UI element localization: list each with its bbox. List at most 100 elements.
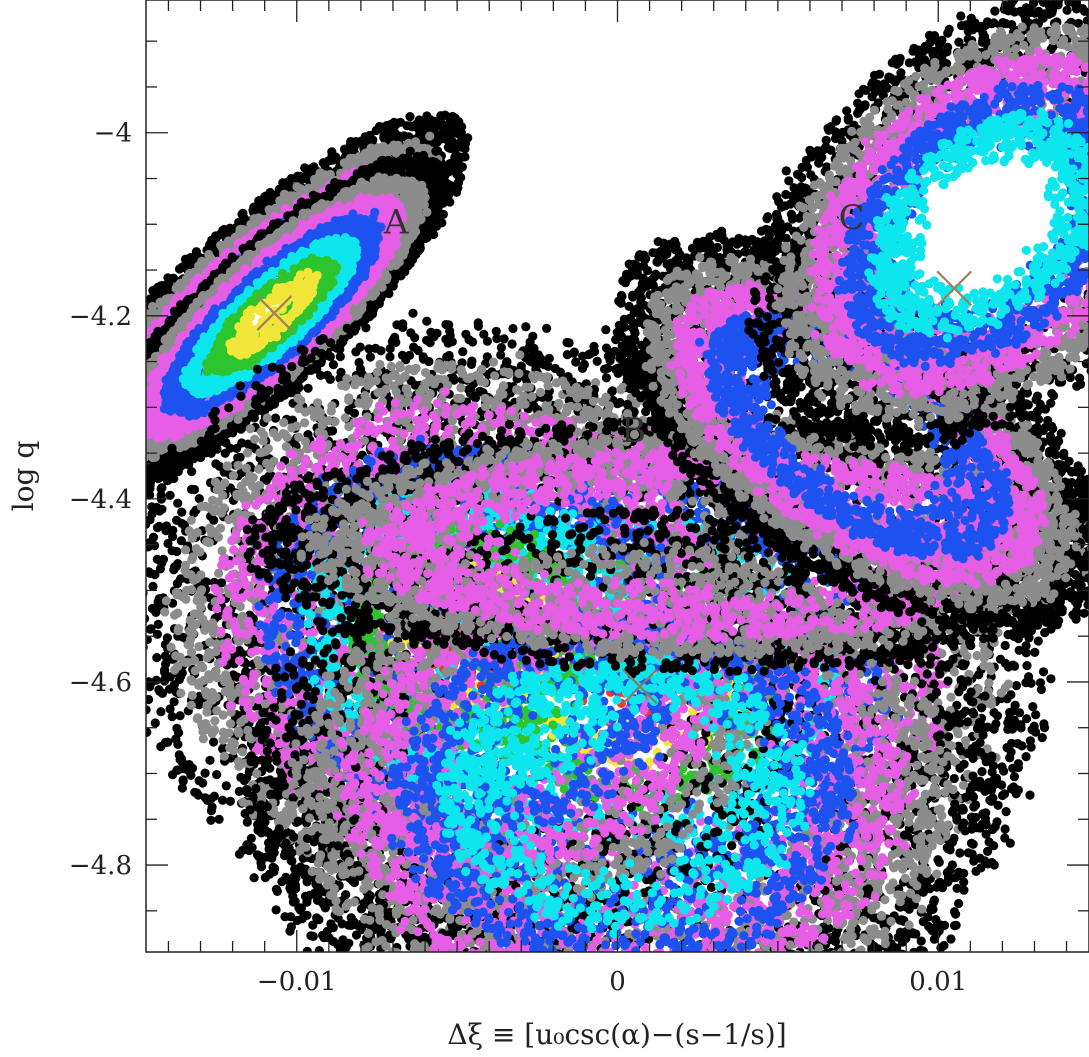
data-point <box>102 351 111 360</box>
data-point <box>112 382 121 391</box>
data-point <box>61 434 70 443</box>
data-point <box>53 439 62 448</box>
data-point <box>71 453 80 462</box>
data-point <box>432 122 441 131</box>
data-point <box>56 475 65 484</box>
data-point <box>63 409 72 418</box>
data-point <box>414 143 423 152</box>
data-point <box>131 466 140 475</box>
data-point <box>137 427 146 436</box>
data-point <box>135 320 144 329</box>
data-point <box>89 376 98 385</box>
data-point <box>123 350 132 359</box>
data-point <box>77 443 86 452</box>
data-point <box>83 439 92 448</box>
data-point <box>93 428 102 437</box>
data-point <box>80 415 89 424</box>
data-point <box>105 451 114 460</box>
data-point <box>39 464 48 473</box>
data-point <box>117 388 126 397</box>
data-point <box>50 476 59 485</box>
scatter-points <box>20 0 1089 1057</box>
data-point <box>97 394 106 403</box>
data-point <box>121 466 130 475</box>
data-point <box>121 399 130 408</box>
data-point <box>60 448 69 457</box>
data-point <box>111 466 120 475</box>
data-point <box>86 384 95 393</box>
data-point <box>94 470 103 479</box>
data-point <box>93 383 102 392</box>
data-point <box>86 408 95 417</box>
data-point <box>102 367 111 376</box>
data-point <box>123 355 132 364</box>
data-point <box>136 413 145 422</box>
data-point <box>61 427 70 436</box>
data-point <box>133 426 142 435</box>
data-point <box>67 404 76 413</box>
data-point <box>446 144 455 153</box>
data-point <box>131 369 140 378</box>
data-point <box>100 385 109 394</box>
data-point <box>74 441 83 450</box>
data-point <box>40 461 49 470</box>
data-point <box>98 344 107 353</box>
data-point <box>85 401 94 410</box>
data-point <box>39 448 48 457</box>
data-point <box>92 357 101 366</box>
data-point <box>127 451 136 460</box>
data-point <box>100 381 109 390</box>
data-point <box>264 193 273 202</box>
data-point <box>117 443 126 452</box>
data-point <box>73 442 82 451</box>
data-point <box>131 341 140 350</box>
data-point <box>126 355 135 364</box>
data-point <box>112 453 121 462</box>
data-point <box>114 465 123 474</box>
data-point <box>84 470 93 479</box>
data-point <box>69 423 78 432</box>
data-point <box>124 352 133 361</box>
data-point <box>109 432 118 441</box>
data-point <box>106 432 115 441</box>
data-point <box>52 430 61 439</box>
data-point <box>135 449 144 458</box>
data-point <box>92 429 101 438</box>
data-point <box>94 407 103 416</box>
data-point <box>113 350 122 359</box>
data-point <box>70 385 79 394</box>
data-point <box>121 436 130 445</box>
data-point <box>106 454 115 463</box>
data-point <box>134 447 143 456</box>
data-point <box>64 444 73 453</box>
data-point <box>116 422 125 431</box>
data-point <box>105 396 114 405</box>
data-point <box>128 436 137 445</box>
data-point <box>134 396 143 405</box>
data-point <box>100 423 109 432</box>
data-point <box>109 434 118 443</box>
data-point <box>102 350 111 359</box>
data-point <box>76 415 85 424</box>
data-point <box>114 384 123 393</box>
data-point <box>40 452 49 461</box>
data-point <box>52 435 61 444</box>
data-point <box>72 443 81 452</box>
data-point <box>116 382 125 391</box>
data-point <box>132 438 141 447</box>
data-point <box>79 425 88 434</box>
data-point <box>117 428 126 437</box>
data-point <box>125 356 134 365</box>
data-point <box>135 322 144 331</box>
data-point <box>73 453 82 462</box>
data-point <box>82 473 91 482</box>
data-point <box>101 473 110 482</box>
data-point <box>131 339 140 348</box>
data-point <box>66 468 75 477</box>
data-point <box>107 426 116 435</box>
data-point <box>44 462 53 471</box>
data-point <box>70 470 79 479</box>
data-point <box>109 371 118 380</box>
data-point <box>111 416 120 425</box>
data-point <box>415 115 424 124</box>
